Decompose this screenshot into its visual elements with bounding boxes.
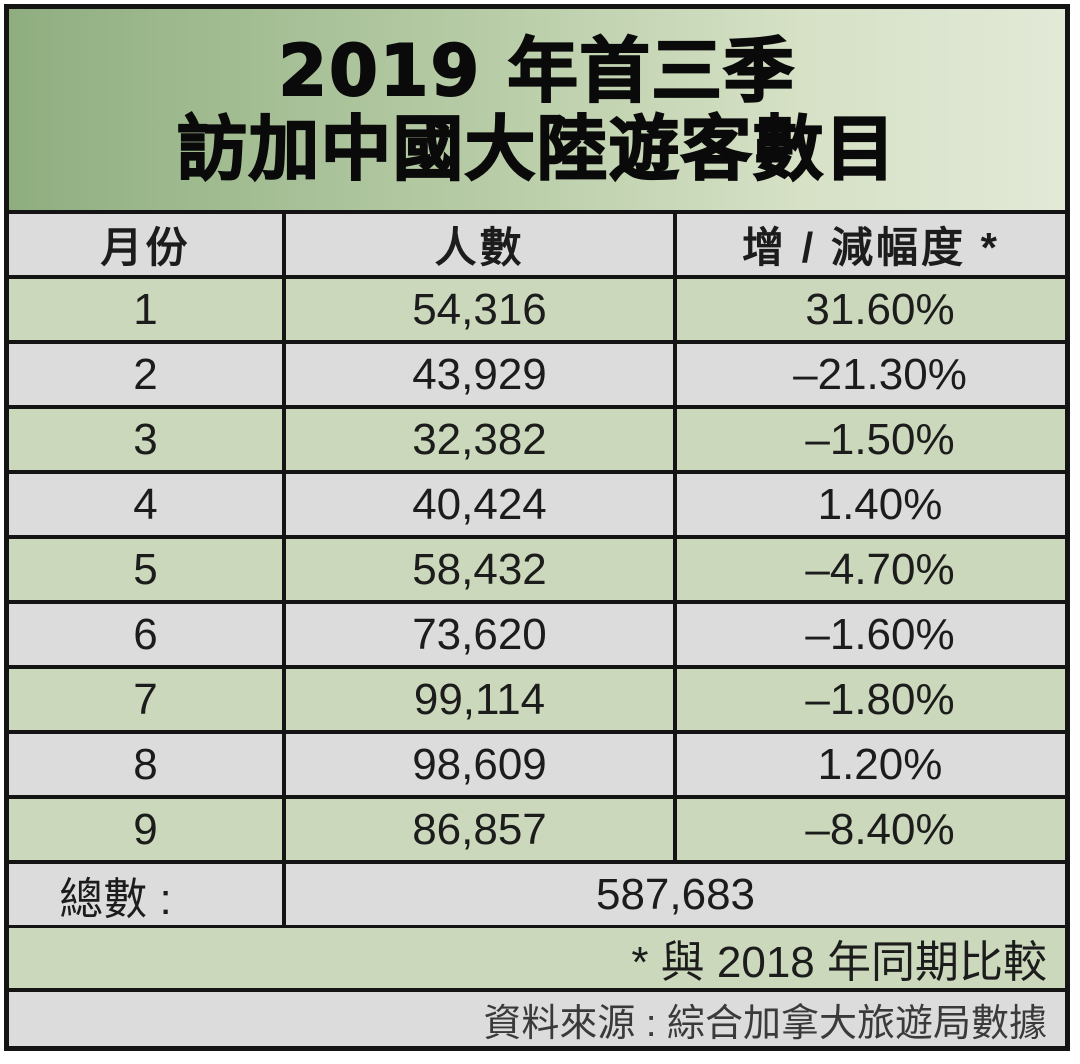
table-header-row: 月份 人數 增 / 減幅度 *: [9, 214, 1065, 279]
cell-change: –1.50%: [677, 409, 1065, 470]
cell-change: 31.60%: [677, 279, 1065, 340]
cell-change: –21.30%: [677, 344, 1065, 405]
cell-count: 73,620: [286, 604, 677, 665]
change-value: –8.40%: [805, 804, 955, 854]
cell-month: 4: [9, 474, 286, 535]
cell-month: 2: [9, 344, 286, 405]
total-row: 總數 : 587,683: [9, 864, 1065, 929]
cell-count: 43,929: [286, 344, 677, 405]
cell-count: 32,382: [286, 409, 677, 470]
cell-month: 7: [9, 669, 286, 730]
change-value: –1.50%: [805, 414, 955, 464]
cell-month: 3: [9, 409, 286, 470]
cell-month: 8: [9, 734, 286, 795]
source-credit: 資料來源 : 綜合加拿大旅遊局數據: [9, 992, 1065, 1046]
column-header-change: 增 / 減幅度 *: [741, 224, 1001, 271]
table-row: 8 98,609 1.20%: [9, 734, 1065, 799]
cell-count: 40,424: [286, 474, 677, 535]
total-value: 587,683: [595, 869, 756, 919]
cell-month: 1: [9, 279, 286, 340]
cell-month: 5: [9, 539, 286, 600]
table-row: 7 99,114 –1.80%: [9, 669, 1065, 734]
cell-month: 6: [9, 604, 286, 665]
column-header-count: 人數: [286, 214, 677, 275]
cell-count: 86,857: [286, 799, 677, 860]
title-line-1: 2019 年首三季: [277, 29, 796, 112]
column-header-month: 月份: [9, 214, 286, 275]
change-value: –21.30%: [793, 349, 967, 399]
change-value: 1.40%: [817, 479, 943, 529]
table-row: 3 32,382 –1.50%: [9, 409, 1065, 474]
cell-change: 1.20%: [677, 734, 1065, 795]
change-value: –1.80%: [805, 674, 955, 724]
table-row: 5 58,432 –4.70%: [9, 539, 1065, 604]
cell-count: 58,432: [286, 539, 677, 600]
change-value: –1.60%: [805, 609, 955, 659]
title-line-2: 訪加中國大陸遊客數目: [176, 107, 897, 190]
cell-change: –1.80%: [677, 669, 1065, 730]
table-row: 4 40,424 1.40%: [9, 474, 1065, 539]
change-value: –4.70%: [805, 544, 955, 594]
cell-change: –1.60%: [677, 604, 1065, 665]
table-row: 1 54,316 31.60%: [9, 279, 1065, 344]
table-frame: 2019 年首三季 訪加中國大陸遊客數目 月份 人數 增 / 減幅度 * 1 54…: [4, 4, 1070, 1051]
cell-change: –4.70%: [677, 539, 1065, 600]
title-block: 2019 年首三季 訪加中國大陸遊客數目: [9, 9, 1065, 214]
change-value: 31.60%: [805, 284, 955, 334]
total-label: 總數 :: [9, 864, 286, 925]
change-value: 1.20%: [817, 739, 943, 789]
table-row: 2 43,929 –21.30%: [9, 344, 1065, 409]
cell-count: 98,609: [286, 734, 677, 795]
table-row: 6 73,620 –1.60%: [9, 604, 1065, 669]
cell-change: –8.40%: [677, 799, 1065, 860]
cell-count: 54,316: [286, 279, 677, 340]
footnote: * 與 2018 年同期比較: [9, 928, 1065, 992]
cell-change: 1.40%: [677, 474, 1065, 535]
cell-month: 9: [9, 799, 286, 860]
cell-count: 99,114: [286, 669, 677, 730]
table-row: 9 86,857 –8.40%: [9, 799, 1065, 864]
